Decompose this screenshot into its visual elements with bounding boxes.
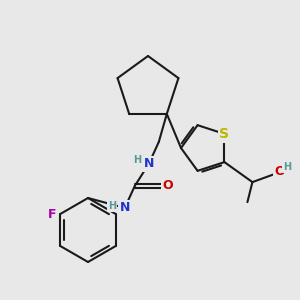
Text: S: S xyxy=(219,127,230,141)
Text: N: N xyxy=(120,201,130,214)
Text: H: H xyxy=(284,162,292,172)
Text: H: H xyxy=(133,155,141,165)
Text: H: H xyxy=(108,201,116,211)
Text: O: O xyxy=(163,179,173,192)
Text: O: O xyxy=(274,165,285,178)
Text: F: F xyxy=(48,208,56,220)
Text: N: N xyxy=(144,158,154,170)
